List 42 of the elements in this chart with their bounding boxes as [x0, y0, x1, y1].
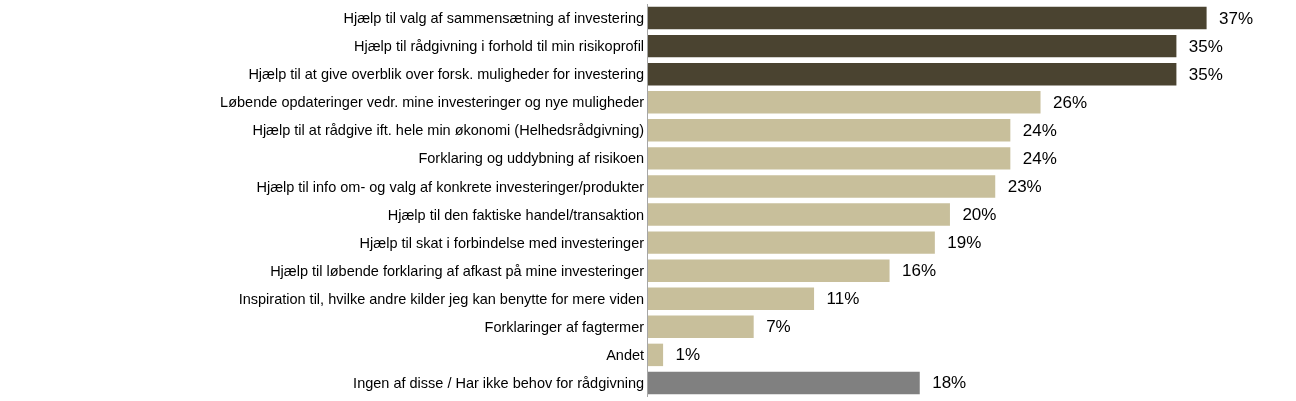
data-label: 35% [1179, 36, 1223, 56]
y-tick-label: Hjælp til rådgivning i forhold til min risikoprofil [353, 38, 645, 55]
data-label: 37% [1209, 8, 1254, 28]
data-label: 18% [922, 373, 967, 393]
bar [648, 119, 1011, 142]
bar [648, 231, 935, 254]
bar [648, 62, 1177, 86]
y-tick-label: Hjælp til valg af sammensætning af investering [343, 10, 645, 27]
y-tick-label: Hjælp til skat i forbindelse med investeringer [359, 234, 645, 251]
y-tick-label: Hjælp til den faktiske handel/transaktion [387, 206, 645, 223]
data-label: 7% [756, 317, 791, 337]
data-label: 11% [817, 289, 860, 309]
y-tick-label: Hjælp til info om- og valg af konkrete investeringer/produkter [256, 178, 645, 195]
y-tick-label: Hjælp til at give overblik over forsk. muligheder for investering [248, 66, 645, 83]
bar [648, 343, 664, 367]
y-tick-label: Forklaring og uddybning af risikoen [418, 150, 645, 167]
y-tick-label: Andet [606, 346, 645, 363]
data-label: 24% [1013, 148, 1057, 168]
y-tick-label: Hjælp til at rådgive ift. hele min økonomi (Helhedsrådgivning) [252, 122, 645, 139]
data-label: 19% [937, 233, 982, 253]
y-tick-label: Ingen af disse / Har ikke behov for rådgivning [353, 375, 645, 392]
data-label: 23% [998, 176, 1042, 196]
y-tick-label: Løbende opdateringer vedr. mine investeringer og nye muligheder [220, 94, 645, 111]
bar [648, 175, 996, 198]
bar [648, 203, 950, 226]
data-label: 35% [1179, 64, 1223, 84]
bar [648, 91, 1041, 114]
data-label: 20% [952, 205, 997, 225]
bar [648, 371, 920, 395]
data-label: 1% [666, 345, 701, 365]
y-tick-label: Inspiration til, hvilke andre kilder jeg kan benytte for mere viden [238, 290, 645, 307]
bar [648, 34, 1177, 58]
bar [648, 147, 1011, 170]
bar [648, 287, 815, 310]
bar [648, 259, 890, 282]
bar [648, 6, 1207, 30]
data-label: 26% [1043, 92, 1088, 112]
data-label: 24% [1013, 120, 1057, 140]
y-tick-label: Hjælp til løbende forklaring af afkast på mine investeringer [270, 262, 645, 279]
data-label: 16% [892, 261, 937, 281]
y-tick-label: Forklaringer af fagtermer [484, 318, 645, 335]
bar [648, 315, 754, 339]
